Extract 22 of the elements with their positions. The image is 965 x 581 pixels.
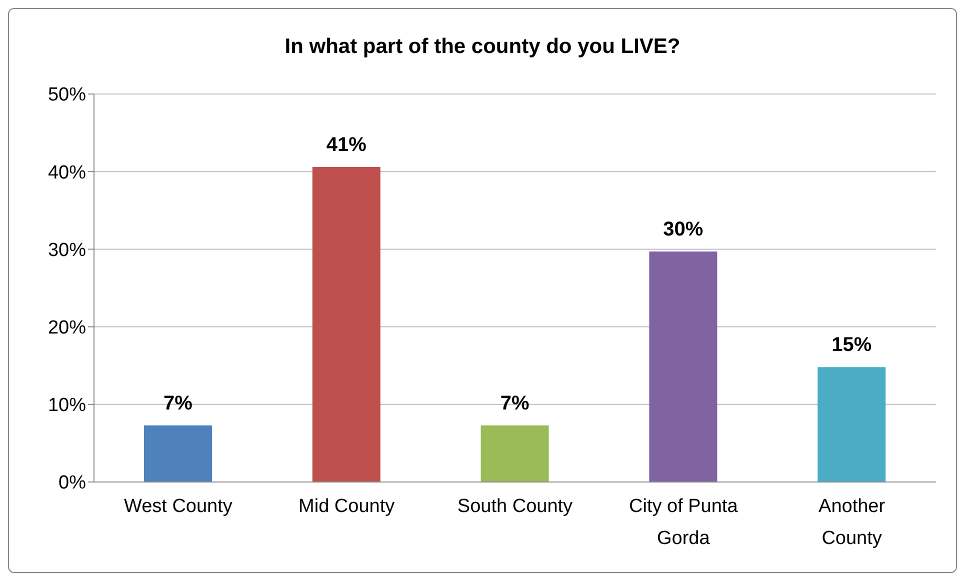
y-tick-label: 30%: [48, 240, 86, 261]
x-tick-label: West County: [124, 496, 233, 517]
bar: [312, 166, 380, 482]
y-tick-label: 20%: [48, 318, 86, 339]
data-label: 15%: [832, 334, 872, 356]
data-label: 7%: [164, 392, 193, 414]
bar: [480, 425, 549, 482]
x-tick-label: Mid County: [298, 496, 396, 517]
chart-title: In what part of the county do you LIVE?: [284, 35, 682, 59]
x-tick-label: City of Punta Gorda: [629, 496, 738, 549]
data-label: 41%: [326, 134, 367, 156]
x-tick-label: Another County: [818, 496, 886, 549]
data-label: 7%: [500, 392, 530, 414]
y-tick-label: 0%: [58, 472, 86, 494]
x-tick-label: South County: [457, 496, 574, 517]
data-label: 30%: [663, 218, 704, 241]
y-tick-label: 40%: [48, 162, 86, 184]
bar: [144, 425, 212, 482]
y-tick-label: 10%: [48, 395, 86, 416]
bar: [649, 252, 718, 482]
y-tick-label: 50%: [48, 84, 86, 106]
bar: [818, 367, 886, 482]
